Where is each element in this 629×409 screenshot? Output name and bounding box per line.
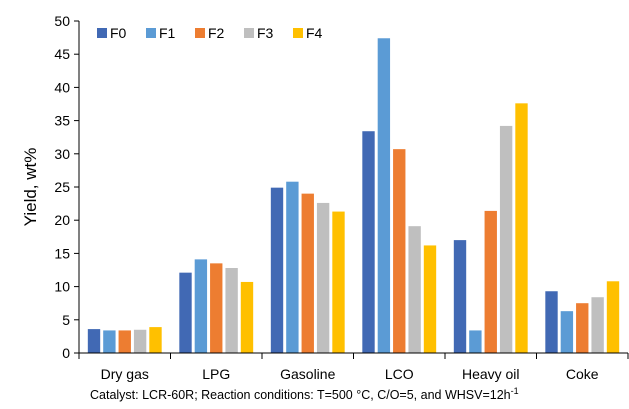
bar-f1-heavy-oil	[469, 330, 482, 353]
bar-f4-coke	[606, 281, 620, 353]
legend-swatch	[146, 28, 156, 38]
bar-f0-gasoline	[270, 187, 284, 353]
bar-f3-lco	[408, 226, 421, 353]
caption-superscript: -1	[511, 386, 519, 396]
y-tick-label: 0	[62, 345, 70, 361]
bar-f4-gasoline	[332, 211, 345, 353]
bar-f2-gasoline	[301, 193, 314, 353]
y-tick-label: 25	[54, 179, 70, 195]
legend-label: F2	[208, 25, 225, 41]
y-tick-label: 30	[54, 146, 70, 162]
bar-f1-lpg	[194, 259, 208, 353]
bar-f4-dry-gas	[149, 327, 162, 353]
bar-f2-coke	[576, 303, 589, 353]
y-tick-label: 10	[54, 279, 70, 295]
bar-f2-heavy-oil	[484, 210, 497, 353]
y-tick-label: 45	[54, 46, 70, 62]
bar-f0-heavy-oil	[453, 240, 467, 353]
x-tick-label: Gasoline	[280, 366, 335, 382]
bar-f1-lco	[377, 38, 391, 353]
y-tick-label: 20	[54, 212, 70, 228]
x-tick-label: LCO	[385, 366, 414, 382]
y-tick-label: 50	[54, 13, 70, 29]
caption-text: Catalyst: LCR-60R; Reaction conditions: …	[90, 388, 511, 402]
x-tick-label: Heavy oil	[462, 366, 520, 382]
y-tick-label: 5	[62, 312, 70, 328]
legend-label: F4	[306, 25, 323, 41]
legend-swatch	[244, 28, 254, 38]
y-axis-title: Yield, wt%	[21, 148, 40, 227]
y-tick-label: 35	[54, 113, 70, 129]
y-axis: 0 5 10 15 20 25 30 35 40 45 50	[54, 13, 80, 361]
bar-f4-lpg	[240, 281, 254, 353]
bar-f0-lpg	[179, 272, 192, 353]
bar-f3-heavy-oil	[499, 125, 513, 353]
bar-f1-gasoline	[286, 181, 299, 353]
bar-f0-coke	[545, 291, 558, 353]
bar-f1-dry-gas	[103, 330, 116, 353]
x-tick-label: LPG	[202, 366, 230, 382]
bar-f3-lpg	[225, 268, 238, 353]
y-tick-label: 40	[54, 79, 70, 95]
x-axis: Dry gas LPG Gasoline LCO Heavy oil Coke	[78, 352, 629, 382]
bar-f4-lco	[423, 245, 437, 353]
bar-f1-coke	[560, 311, 574, 353]
bar-f3-gasoline	[316, 202, 330, 353]
legend-label: F3	[257, 25, 274, 41]
legend-swatch	[293, 28, 303, 38]
x-tick-label: Coke	[566, 366, 599, 382]
bar-f3-dry-gas	[133, 329, 147, 353]
bar-f4-heavy-oil	[515, 103, 528, 353]
x-tick-label: Dry gas	[101, 366, 149, 382]
legend-swatch	[195, 28, 205, 38]
bar-f0-lco	[362, 131, 375, 353]
bars	[87, 38, 620, 353]
legend-label: F0	[110, 25, 127, 41]
y-tick-label: 15	[54, 245, 70, 261]
bar-f2-dry-gas	[118, 330, 131, 353]
legend-label: F1	[159, 25, 176, 41]
bar-f2-lpg	[210, 263, 223, 353]
bar-f3-coke	[591, 297, 604, 353]
chart-caption: Catalyst: LCR-60R; Reaction conditions: …	[90, 386, 519, 402]
bar-f0-dry-gas	[87, 329, 101, 353]
legend-swatch	[97, 28, 107, 38]
legend: F0 F1 F2 F3 F4	[97, 25, 323, 41]
bar-f2-lco	[393, 149, 406, 353]
